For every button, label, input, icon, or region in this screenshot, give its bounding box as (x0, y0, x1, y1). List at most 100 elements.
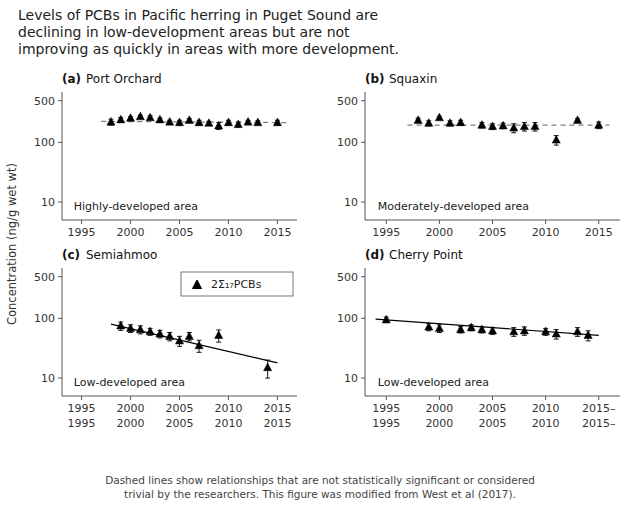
data-point (446, 119, 454, 127)
x2-tick-label: 2005 (166, 417, 194, 430)
y-tick-label: 500 (337, 271, 358, 284)
data-point (457, 325, 465, 333)
y-tick-label: 10 (41, 372, 55, 385)
y-tick-label: 10 (41, 196, 55, 209)
data-point (573, 116, 581, 124)
y-axis-label: Concentration (ng/g wet wt) (5, 163, 19, 325)
x-tick (386, 396, 387, 400)
data-point (215, 121, 223, 129)
data-point (234, 120, 242, 128)
x2-tick-label: 2005 (479, 417, 507, 430)
x-tick (492, 396, 493, 400)
footnote: trivial by the researchers. This figure … (124, 488, 516, 500)
data-point (254, 118, 262, 126)
x-tick (545, 396, 546, 400)
y-tick (58, 378, 62, 379)
y-tick-label: 100 (337, 136, 358, 149)
chart: Levels of PCBs in Pacific herring in Pug… (0, 0, 640, 530)
panel: 1010050019952000200520102015(b)SquaxinMo… (337, 72, 620, 239)
x-tick (439, 220, 440, 224)
x2-tick-label: 2010 (214, 417, 242, 430)
x-tick (228, 396, 229, 400)
x2-tick-label: 2010 (532, 417, 560, 430)
title: improving as quickly in areas with more … (18, 41, 399, 57)
y-tick-label: 500 (34, 95, 55, 108)
data-point (156, 329, 164, 337)
plot-area (408, 113, 610, 145)
data-point (185, 332, 193, 340)
x-tick (81, 396, 82, 400)
data-point (117, 321, 125, 329)
title: Levels of PCBs in Pacific herring in Pug… (18, 7, 378, 23)
data-point (573, 327, 581, 335)
data-point (499, 121, 507, 129)
x-tick (277, 396, 278, 400)
annotation: Moderately-developed area (378, 200, 529, 213)
x-tick-label: 2000 (117, 226, 145, 239)
data-point (488, 122, 496, 130)
x-tick-label: 2000 (117, 402, 145, 415)
data-point (215, 331, 223, 339)
data-point (531, 122, 539, 130)
y-tick (361, 142, 365, 143)
x-tick-label: 2000 (425, 402, 453, 415)
data-point (478, 121, 486, 129)
trend-line (376, 319, 599, 335)
y-tick (361, 100, 365, 101)
x-tick (228, 220, 229, 224)
data-point (146, 327, 154, 335)
x-tick-label: 2015 (263, 402, 291, 415)
x-tick-label: 1995 (68, 402, 96, 415)
y-tick (58, 142, 62, 143)
panel-title: Cherry Point (389, 248, 463, 262)
y-tick (361, 276, 365, 277)
data-point (584, 331, 592, 339)
data-point (126, 114, 134, 122)
data-point (273, 118, 281, 126)
data-point (488, 326, 496, 334)
data-point (175, 336, 183, 344)
y-tick-label: 500 (34, 271, 55, 284)
x-tick-label: 2010 (532, 226, 560, 239)
x-tick (179, 396, 180, 400)
data-point (224, 118, 232, 126)
data-point (382, 315, 390, 323)
y-tick-label: 100 (337, 312, 358, 325)
data-point (552, 329, 560, 337)
footnote: Dashed lines show relationships that are… (105, 474, 535, 486)
x2-tick-label: 2015 (263, 417, 291, 430)
data-point (166, 117, 174, 125)
panel-title: Squaxin (389, 72, 437, 86)
data-point (510, 123, 518, 131)
x-tick-label: 1995 (372, 226, 400, 239)
x-tick (545, 220, 546, 224)
x-tick-label: 2005 (479, 402, 507, 415)
panel-title: Semiahmoo (86, 248, 157, 262)
panel-label: (a) (62, 72, 81, 86)
annotation: Low-developed area (74, 376, 185, 389)
annotation: Highly-developed area (74, 200, 198, 213)
x-tick (81, 220, 82, 224)
data-point (595, 121, 603, 129)
y-tick (361, 378, 365, 379)
data-point (435, 324, 443, 332)
data-point (195, 118, 203, 126)
y-tick (58, 202, 62, 203)
x-tick-label: 2010 (214, 226, 242, 239)
data-point (414, 116, 422, 124)
plot-area (101, 112, 287, 129)
data-point (435, 113, 443, 121)
y-axis-line (62, 268, 63, 396)
data-point (146, 113, 154, 121)
x-tick-label: 2010 (214, 402, 242, 415)
panel-label: (c) (62, 248, 80, 262)
y-tick-label: 10 (344, 196, 358, 209)
panel-label: (b) (365, 72, 385, 86)
legend-marker (193, 280, 202, 289)
x-tick (277, 220, 278, 224)
trend-line (111, 324, 277, 363)
panel: 1010050019952000200520102015199520002005… (34, 248, 297, 430)
background (0, 0, 640, 530)
data-point (478, 325, 486, 333)
title: declining in low-development areas but a… (18, 24, 350, 40)
